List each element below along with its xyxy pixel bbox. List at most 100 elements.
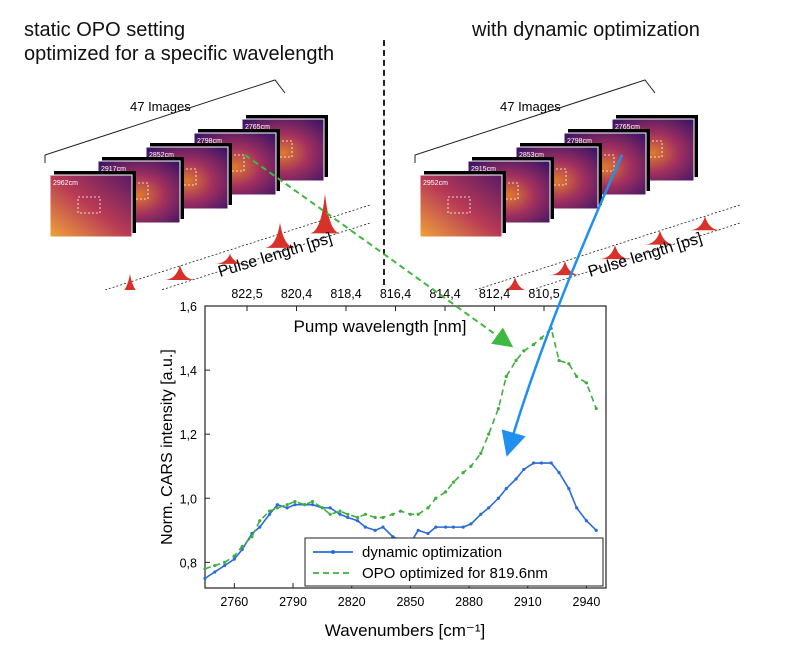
data-point xyxy=(584,519,589,523)
data-point xyxy=(373,515,377,520)
data-point xyxy=(267,512,272,516)
data-point xyxy=(479,451,483,456)
data-point xyxy=(346,512,350,516)
data-point xyxy=(293,499,297,504)
frame-wavenumber-label: 2853cm xyxy=(519,152,544,159)
x-tick-label: 2760 xyxy=(220,595,248,609)
image-count-label: 47 Images xyxy=(500,99,561,114)
data-point xyxy=(346,515,350,520)
data-point xyxy=(303,503,307,507)
frame-wavenumber-label: 2952cm xyxy=(423,180,448,187)
pulse-shape xyxy=(264,222,296,248)
data-point xyxy=(575,374,579,379)
data-point xyxy=(416,512,420,516)
data-point xyxy=(504,374,508,379)
pulse-shape xyxy=(164,264,196,280)
left-title-line1: static OPO setting xyxy=(24,19,186,41)
data-point xyxy=(213,570,217,574)
data-point xyxy=(267,509,272,513)
data-point xyxy=(549,461,553,465)
data-point xyxy=(310,503,315,507)
data-point xyxy=(557,471,561,475)
top-tick-label: 818,4 xyxy=(330,287,361,301)
top-tick-label: 816,4 xyxy=(380,287,411,301)
pulse-shape xyxy=(309,193,341,234)
data-point xyxy=(444,490,448,494)
data-point xyxy=(373,528,377,532)
data-point xyxy=(539,336,544,340)
data-point xyxy=(584,381,589,385)
blue-arrow xyxy=(501,154,624,457)
image-frame xyxy=(419,174,503,238)
frame-wavenumber-label: 2852cm xyxy=(149,152,174,159)
legend-label-dynamic: dynamic optimization xyxy=(362,544,502,561)
data-point xyxy=(338,512,342,516)
data-point xyxy=(594,528,598,532)
frame-wavenumber-label: 2917cm xyxy=(101,166,126,173)
left-image-stack: 47 Images2765cm2798cm2852cm2917cm2962cmP… xyxy=(44,79,371,290)
data-point xyxy=(408,512,412,516)
data-point xyxy=(487,432,491,436)
data-point xyxy=(258,519,262,523)
frame-wavenumber-label: 2915cm xyxy=(471,166,496,173)
data-point xyxy=(444,525,448,529)
data-point xyxy=(381,515,385,520)
image-stacks: 47 Images2765cm2798cm2852cm2917cm2962cmP… xyxy=(44,79,741,290)
data-point xyxy=(328,512,332,516)
data-point xyxy=(496,406,501,411)
data-point xyxy=(222,563,227,568)
legend-marker-dynamic xyxy=(331,550,335,554)
data-point xyxy=(461,525,465,529)
left-panel-title: static OPO setting optimized for a speci… xyxy=(24,18,334,66)
data-point xyxy=(310,499,315,504)
data-point xyxy=(250,535,254,539)
data-point xyxy=(532,342,536,347)
x-axis-label: Wavenumbers [cm⁻¹] xyxy=(325,621,485,640)
data-point xyxy=(539,461,544,465)
right-image-stack: 47 Images2765cm2798cm2853cm2915cm2952cmP… xyxy=(414,79,741,290)
pulse-shape xyxy=(689,216,721,231)
roi-box xyxy=(447,196,471,214)
data-point xyxy=(285,506,289,510)
frame-wavenumber-label: 2798cm xyxy=(197,138,222,145)
data-point xyxy=(285,503,289,507)
data-point xyxy=(522,349,526,353)
data-point xyxy=(399,509,403,513)
data-point xyxy=(469,464,473,468)
data-point xyxy=(434,525,438,529)
image-frame xyxy=(49,174,133,238)
top-tick-label: 822,5 xyxy=(231,287,262,301)
y-tick-label: 0,8 xyxy=(180,556,197,570)
green-arrow xyxy=(244,154,514,348)
data-point xyxy=(275,503,279,507)
data-point xyxy=(363,512,367,516)
data-point xyxy=(416,528,420,532)
stack-bracket xyxy=(414,79,656,163)
data-point xyxy=(522,467,526,472)
data-point xyxy=(203,576,207,580)
pulse-shape xyxy=(505,277,525,290)
data-point xyxy=(567,362,571,366)
legend-label-opo: OPO optimized for 819.6nm xyxy=(362,565,548,582)
data-point xyxy=(293,503,297,507)
stack-bracket xyxy=(44,79,286,163)
y-tick-label: 1,6 xyxy=(180,300,197,314)
roi-box xyxy=(77,196,101,214)
right-panel-title: with dynamic optimization xyxy=(472,19,700,41)
cars-chart: 2760 2790 2820 2850 2880 2910 2940 0,8 1,0 1,2 1,… xyxy=(159,287,607,640)
data-point xyxy=(557,358,561,363)
data-point xyxy=(258,525,262,529)
data-point xyxy=(355,515,360,520)
x-tick-label: 2880 xyxy=(455,595,483,609)
y-axis: 0,8 1,0 1,2 1,4 1,6 xyxy=(180,300,210,570)
top-tick-label: 820,4 xyxy=(281,287,312,301)
data-point xyxy=(451,480,456,484)
data-point xyxy=(426,531,430,536)
plot-frame xyxy=(204,305,607,589)
y-tick-label: 1,2 xyxy=(180,428,197,442)
frame-wavenumber-label: 2765cm xyxy=(615,124,640,131)
pulse-shape xyxy=(644,230,676,245)
data-point xyxy=(567,487,571,491)
frame-wavenumber-label: 2765cm xyxy=(245,124,270,131)
